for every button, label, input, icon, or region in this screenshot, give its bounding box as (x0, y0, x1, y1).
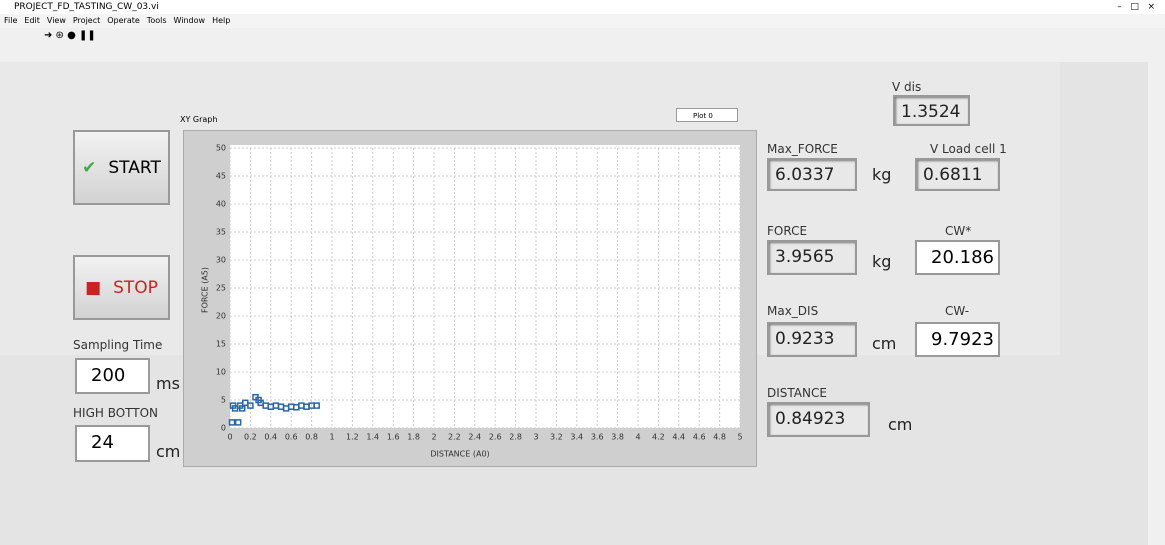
unit: ms (156, 374, 180, 393)
menu-item[interactable]: Edit (24, 16, 40, 25)
x-tick-label: 1.2 (346, 433, 359, 442)
check-icon: ✔ (82, 157, 97, 178)
unit: cm (872, 334, 897, 353)
menu-item[interactable]: Window (173, 16, 206, 25)
x-axis-label: DISTANCE (A0) (430, 450, 489, 459)
label: CW- (945, 304, 970, 318)
y-tick-label: 30 (216, 256, 226, 265)
y-tick-label: 20 (216, 312, 226, 321)
y-tick-label: 0 (221, 424, 226, 433)
x-tick-label: 1.8 (407, 433, 420, 442)
start-button[interactable]: ✔ START (73, 130, 170, 205)
start-text: START (108, 157, 161, 178)
x-tick-label: 2.6 (489, 433, 502, 442)
y-tick-label: 35 (216, 228, 226, 237)
menu-item[interactable]: Tools (146, 16, 167, 25)
stop-icon: ■ (85, 277, 102, 298)
x-tick-label: 0.6 (285, 433, 298, 442)
title-bar: PROJECT_FD_TASTING_CW_03.vi – □ × (0, 0, 1165, 14)
x-tick-label: 3.2 (550, 433, 563, 442)
x-tick-label: 1 (329, 433, 334, 442)
indicator: 3.9565 (767, 240, 857, 275)
y-tick-label: 5 (221, 396, 226, 405)
x-tick-label: 1.6 (387, 433, 400, 442)
label: V dis (892, 80, 922, 94)
x-tick-label: 2.2 (448, 433, 461, 442)
plot-legend[interactable]: Plot 0 (676, 108, 738, 122)
y-tick-label: 45 (216, 172, 226, 181)
x-tick-label: 0.2 (244, 433, 257, 442)
x-tick-label: 4.8 (713, 433, 726, 442)
unit: cm (156, 442, 181, 461)
plot-area (230, 145, 740, 428)
indicator: 6.0337 (767, 158, 857, 191)
label: V Load cell 1 (930, 142, 1007, 156)
x-tick-label: 2 (431, 433, 436, 442)
window-title: PROJECT_FD_TASTING_CW_03.vi (14, 2, 159, 12)
indicator: 0.9233 (767, 322, 857, 357)
y-tick-label: 40 (216, 200, 226, 209)
y-axis-label: FORCE (A5) (201, 267, 210, 313)
x-tick-label: 3 (533, 433, 538, 442)
point (228, 419, 236, 426)
menu-item[interactable]: File (4, 16, 18, 25)
unit: kg (872, 252, 892, 271)
x-tick-label: 0.8 (305, 433, 318, 442)
stop-text: STOP (113, 277, 158, 298)
label: Max_FORCE (767, 142, 838, 156)
x-tick-label: 3.8 (611, 433, 624, 442)
point (247, 402, 254, 409)
stop-button[interactable]: ■ STOP (73, 255, 170, 320)
x-tick-label: 1.4 (366, 433, 379, 442)
x-tick-label: 3.4 (570, 433, 583, 442)
x-tick-label: 5 (737, 433, 742, 442)
point (313, 402, 320, 409)
point (234, 419, 242, 426)
menu-item[interactable]: Help (212, 16, 231, 25)
x-tick-label: 2.8 (509, 433, 522, 442)
x-tick-label: 4.4 (672, 433, 685, 442)
x-tick-label: 4.2 (652, 433, 665, 442)
window-buttons[interactable]: – □ × (1117, 2, 1155, 12)
numeric-control[interactable]: 9.7923 (915, 322, 1000, 357)
menu-item[interactable]: View (46, 16, 66, 25)
numeric-control[interactable]: 24 (75, 425, 150, 462)
x-tick-label: 4 (635, 433, 640, 442)
label: Sampling Time (73, 338, 163, 352)
scrollbar[interactable] (1148, 62, 1165, 545)
numeric-control[interactable]: 20.186 (915, 240, 1000, 275)
x-tick-label: 0.4 (264, 433, 277, 442)
indicator: 0.6811 (915, 158, 1000, 191)
menu-item[interactable]: Operate (107, 16, 140, 25)
x-tick-label: 2.4 (468, 433, 481, 442)
indicator: 1.3524 (893, 95, 970, 126)
x-tick-label: 4.6 (693, 433, 706, 442)
y-tick-label: 50 (216, 144, 226, 153)
x-tick-label: 3.6 (591, 433, 604, 442)
y-tick-label: 15 (216, 340, 226, 349)
unit: kg (872, 165, 892, 184)
menu-item[interactable]: Project (72, 16, 101, 25)
graph-title: XY Graph (180, 115, 218, 124)
label: FORCE (767, 224, 808, 238)
x-tick-label: 0 (227, 433, 232, 442)
toolbar[interactable]: ➜ ⊛ ● ❚❚ (0, 28, 1165, 62)
label: CW* (945, 224, 972, 238)
y-tick-label: 25 (216, 284, 226, 293)
indicator: 0.84923 (767, 402, 870, 437)
label: DISTANCE (767, 386, 827, 400)
label: HIGH BOTTON (73, 406, 159, 420)
unit: cm (888, 415, 913, 434)
label: Max_DIS (767, 304, 819, 318)
y-tick-label: 10 (216, 368, 226, 377)
menu-bar: File Edit View Project Operate Tools Window Hel… (0, 14, 1165, 28)
numeric-control[interactable]: 200 (75, 358, 150, 394)
